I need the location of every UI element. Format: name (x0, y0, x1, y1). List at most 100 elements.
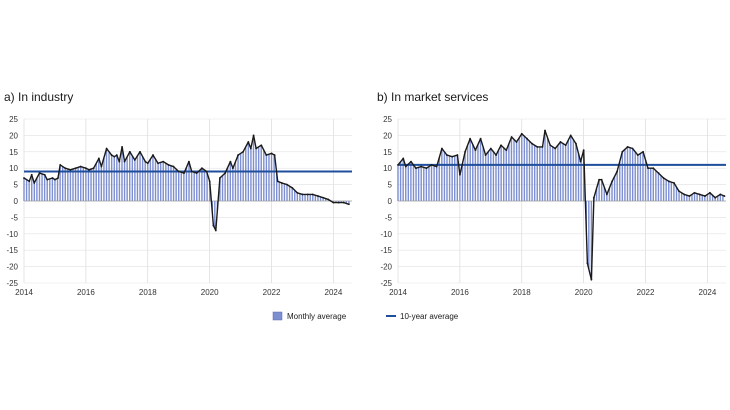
monthly-point (464, 150, 467, 153)
monthly-bar (288, 186, 291, 201)
monthly-bar (100, 166, 103, 201)
monthly-bar (533, 145, 536, 201)
monthly-bar (270, 153, 273, 201)
monthly-point (57, 177, 59, 179)
monthly-bar (637, 155, 639, 201)
monthly-bar (28, 181, 30, 201)
monthly-bar (85, 168, 87, 201)
monthly-point (698, 193, 701, 196)
legend-label-10-year-average: 10-year average (400, 312, 459, 321)
monthly-bar (482, 146, 484, 201)
monthly-point (121, 145, 123, 148)
x-tick-label: 2018 (513, 288, 531, 297)
monthly-bar (441, 148, 443, 201)
monthly-point (456, 154, 459, 156)
monthly-point (327, 198, 330, 201)
monthly-bar (425, 168, 428, 201)
monthly-point (265, 154, 268, 156)
monthly-bar (464, 152, 466, 201)
monthly-point (252, 134, 255, 137)
monthly-bar (652, 168, 654, 201)
monthly-bar (546, 137, 549, 201)
monthly-bar (172, 166, 175, 201)
monthly-bar (72, 169, 74, 201)
legend: Monthly average 10-year average (272, 311, 459, 321)
monthly-bar (459, 174, 461, 201)
monthly-bar (696, 193, 698, 201)
x-tick-label: 2018 (139, 288, 157, 297)
monthly-bar (263, 150, 265, 201)
monthly-point (28, 180, 31, 183)
monthly-bar (129, 151, 131, 201)
y-tick-label: 5 (388, 181, 393, 190)
monthly-bar (232, 168, 234, 201)
monthly-bar (642, 151, 644, 201)
monthly-point (296, 191, 299, 194)
monthly-point (590, 278, 593, 281)
x-tick-label: 2024 (325, 288, 343, 297)
monthly-bar (438, 157, 440, 201)
monthly-bar (510, 137, 513, 201)
monthly-bar (98, 158, 100, 201)
monthly-bar (714, 197, 716, 201)
monthly-point (100, 165, 103, 168)
monthly-bar (446, 155, 448, 201)
monthly-bar (80, 166, 82, 201)
monthly-point (430, 164, 433, 166)
monthly-bar (456, 155, 459, 201)
y-tick-label: 0 (388, 197, 393, 206)
monthly-bar (528, 141, 531, 201)
monthly-bar (314, 195, 317, 201)
monthly-bar (415, 168, 417, 201)
monthly-point (105, 147, 108, 150)
monthly-bar (649, 168, 652, 201)
monthly-bar (495, 154, 497, 201)
monthly-bar (322, 197, 324, 201)
monthly-bar (417, 167, 420, 201)
monthly-bar (283, 183, 286, 201)
monthly-bar (448, 155, 451, 201)
monthly-bar (691, 194, 693, 201)
monthly-bar (33, 182, 36, 201)
monthly-bar (340, 201, 342, 203)
monthly-point (662, 177, 665, 179)
monthly-bar (69, 169, 72, 201)
monthly-point (704, 195, 706, 197)
monthly-bar (539, 146, 541, 201)
monthly-point (626, 145, 629, 148)
monthly-point (110, 154, 113, 156)
y-tick-label: 20 (9, 131, 18, 140)
monthly-bar (487, 151, 489, 201)
monthly-point (678, 190, 680, 193)
monthly-bar (693, 192, 696, 201)
legend-label-monthly-average: Monthly average (287, 312, 347, 321)
monthly-point (505, 149, 508, 152)
monthly-point (582, 149, 585, 152)
monthly-point (404, 165, 407, 168)
monthly-bar (123, 161, 126, 201)
monthly-bar (348, 201, 350, 205)
monthly-bar (139, 151, 141, 201)
monthly-bar (278, 181, 280, 201)
y-tick-label: 0 (14, 197, 19, 206)
monthly-bar (126, 156, 128, 201)
monthly-bar (559, 141, 562, 201)
monthly-point (598, 178, 601, 181)
monthly-point (231, 167, 234, 170)
monthly-bar (193, 172, 195, 201)
monthly-bar (110, 155, 113, 201)
monthly-bar (678, 191, 680, 201)
monthly-point (441, 147, 443, 150)
monthly-bar (116, 155, 118, 201)
monthly-bar (108, 151, 110, 201)
monthly-bar (190, 171, 193, 201)
y-tick-label: -5 (11, 213, 19, 222)
monthly-point (332, 201, 335, 204)
monthly-point (162, 160, 165, 163)
monthly-bar (405, 166, 407, 201)
monthly-bar (430, 164, 433, 201)
monthly-bar (317, 196, 319, 201)
monthly-bar (484, 154, 487, 201)
monthly-bar (611, 181, 613, 201)
monthly-point (500, 144, 502, 147)
